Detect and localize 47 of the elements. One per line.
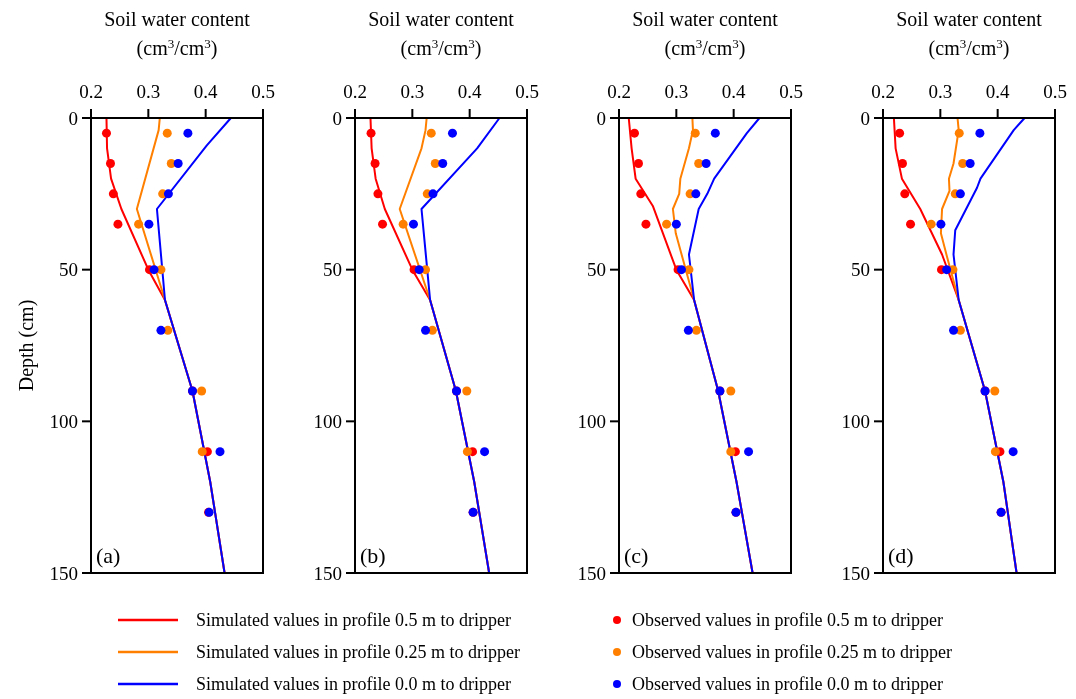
- x-tick-label: 0.2: [79, 81, 103, 102]
- y-tick-label: 0: [860, 107, 870, 129]
- x-tick-label: 0.3: [928, 81, 953, 102]
- y-tick-label: 150: [577, 562, 606, 584]
- x-tick-label: 0.5: [251, 81, 275, 102]
- x-tick-label: 0.3: [136, 81, 161, 102]
- y-tick-label: 50: [851, 259, 870, 281]
- y-tick-label: 50: [323, 259, 342, 281]
- x-tick-label: 0.5: [779, 81, 803, 102]
- x-axis-title: Soil water content (cm$^{3}$/cm$^{3}$): [632, 8, 779, 60]
- y-tick-label: 0: [332, 107, 342, 129]
- legend-label: Observed values in profile 0.0 m to dripper: [632, 674, 943, 694]
- x-tick-label: 0.3: [400, 81, 425, 102]
- x-tick-label: 0.3: [664, 81, 689, 102]
- legend-label: Simulated values in profile 0.0 m to dripper: [196, 674, 511, 694]
- x-tick-label: 0.4: [985, 81, 1011, 102]
- x-tick-label: 0.4: [721, 81, 747, 102]
- x-tick-label: 0.4: [193, 81, 219, 102]
- y-tick-label: 100: [577, 410, 606, 432]
- y-tick-label: 150: [49, 562, 78, 584]
- x-axis-title: Soil water content (cm$^{3}$/cm$^{3}$): [896, 8, 1043, 60]
- annotation: (d): [888, 543, 914, 568]
- x-tick-label: 0.5: [1043, 81, 1067, 102]
- legend-label: Observed values in profile 0.25 m to dripper: [632, 642, 952, 662]
- y-tick-label: 0: [68, 107, 78, 129]
- annotation: (b): [360, 543, 386, 568]
- legend-label: Observed values in profile 0.5 m to dripper: [632, 610, 943, 630]
- annotation: (a): [96, 543, 121, 568]
- x-tick-label: 0.2: [607, 81, 631, 102]
- legend-label: Simulated values in profile 0.25 m to dripper: [196, 642, 520, 662]
- x-tick-label: 0.2: [343, 81, 367, 102]
- x-tick-label: 0.4: [457, 81, 483, 102]
- y-tick-label: 100: [313, 410, 342, 432]
- annotation: (c): [624, 543, 649, 568]
- legend-label: Simulated values in profile 0.5 m to dripper: [196, 610, 511, 630]
- y-tick-label: 0: [596, 107, 606, 129]
- x-tick-label: 0.5: [515, 81, 539, 102]
- y-tick-label: 150: [313, 562, 342, 584]
- x-axis-title: Soil water content (cm$^{3}$/cm$^{3}$): [368, 8, 515, 60]
- y-tick-label: 150: [841, 562, 870, 584]
- y-tick-label: 100: [49, 410, 78, 432]
- x-axis-title: Soil water content (cm$^{3}$/cm$^{3}$): [104, 8, 251, 60]
- y-tick-label: 50: [59, 259, 78, 281]
- y-axis-title: Depth (cm): [15, 299, 38, 392]
- x-tick-label: 0.2: [871, 81, 895, 102]
- y-tick-label: 50: [587, 259, 606, 281]
- y-tick-label: 100: [841, 410, 870, 432]
